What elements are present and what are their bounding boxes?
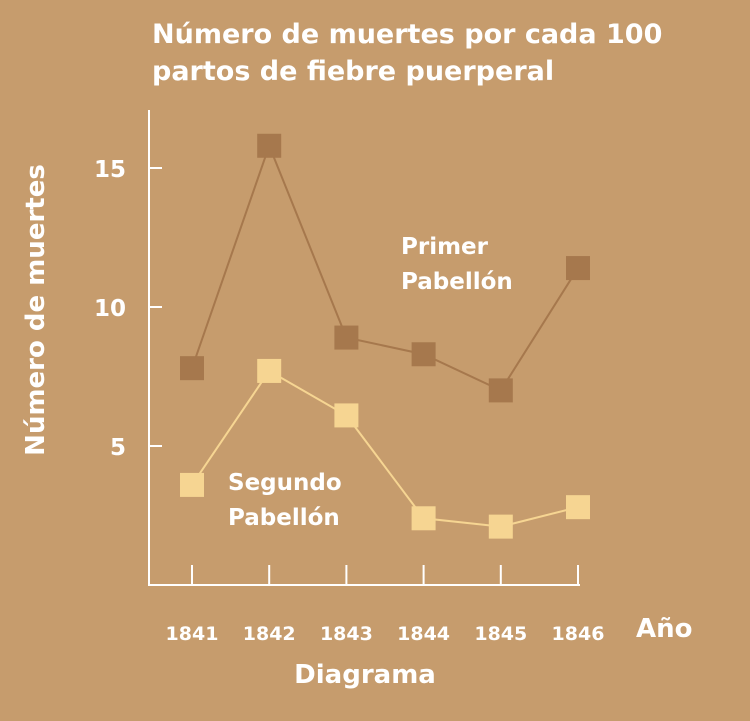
data-point (566, 256, 590, 281)
series-label-primer-line-2: Pabellón (401, 269, 513, 295)
data-point (257, 358, 282, 383)
data-point (411, 506, 436, 531)
chart-ticks: 5 10 15 1841 1842 1843 1844 1845 1846 (94, 157, 604, 645)
x-tick-label: 1842 (243, 623, 296, 645)
chart-axes (148, 110, 580, 586)
data-point (180, 356, 204, 381)
data-point (257, 133, 282, 158)
chart-caption: Diagrama (294, 660, 436, 690)
data-point (488, 514, 513, 539)
y-tick-label: 10 (94, 296, 126, 322)
y-tick-label: 5 (110, 435, 126, 461)
chart-title: Número de muertes por cada 100 partos de… (152, 16, 712, 90)
chart-title-line-1: Número de muertes por cada 100 (152, 19, 663, 50)
data-point (180, 472, 204, 497)
chart-title-line-2: partos de fiebre puerperal (152, 56, 555, 87)
series-label-segundo-line-1: Segundo (228, 470, 342, 496)
x-axis-label: Año (636, 614, 693, 644)
data-point (411, 342, 436, 367)
x-tick-label: 1844 (397, 623, 450, 645)
data-point (566, 495, 590, 520)
y-tick-label: 15 (94, 157, 126, 183)
series-label-segundo-line-2: Pabellón (228, 505, 340, 531)
series-label-primer: Primer Pabellón (401, 230, 513, 300)
series-line-1 (191, 142, 579, 392)
series-label-primer-line-1: Primer (401, 234, 488, 260)
series-lines (191, 142, 579, 528)
series-label-segundo: Segundo Pabellón (228, 466, 342, 536)
x-tick-label: 1846 (552, 623, 605, 645)
data-point (334, 325, 359, 350)
data-point (488, 378, 513, 403)
series-markers (180, 133, 590, 539)
series-line-2 (191, 369, 579, 528)
data-point (334, 403, 359, 428)
x-tick-label: 1845 (474, 623, 527, 645)
x-tick-label: 1841 (166, 623, 219, 645)
x-tick-label: 1843 (320, 623, 373, 645)
